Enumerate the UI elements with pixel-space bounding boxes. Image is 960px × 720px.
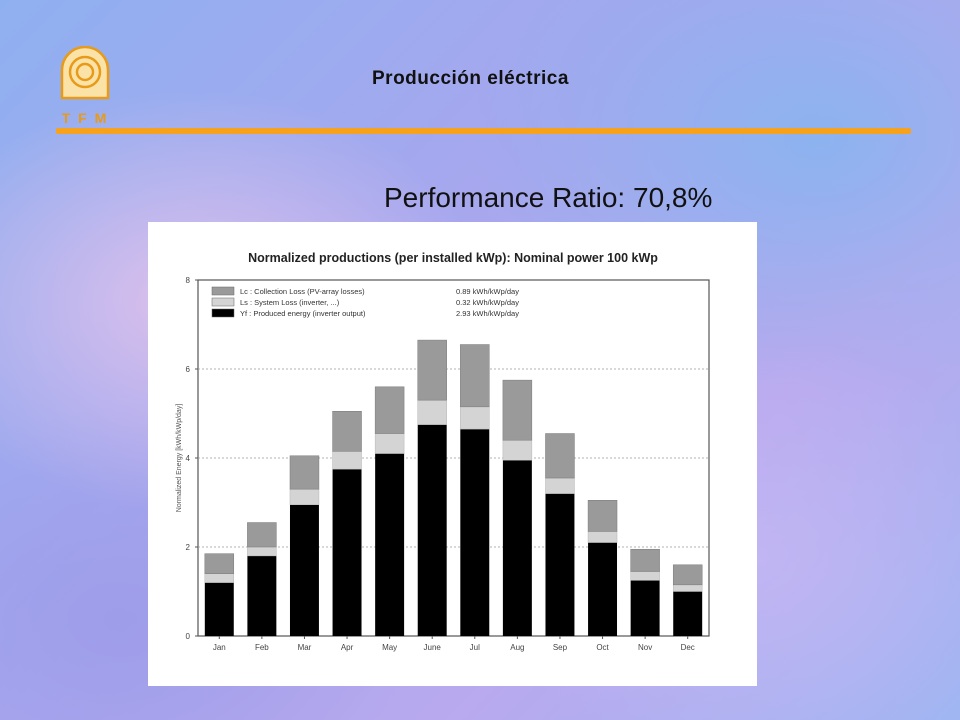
x-tick-label: May: [382, 643, 397, 652]
x-tick-label: Jul: [470, 643, 480, 652]
bar-feb-series2: [247, 522, 277, 548]
legend-label: Ls : System Loss (inverter, ...): [240, 298, 340, 307]
x-tick-label: June: [424, 643, 442, 652]
bar-aug-series2: [502, 379, 533, 441]
bar-aug-series0: [502, 460, 532, 636]
chart-image: Normalized productions (per installed kW…: [148, 222, 757, 686]
x-tick-label: Oct: [596, 643, 609, 652]
bar-may-series2: [374, 386, 405, 434]
y-tick-label: 0: [186, 632, 191, 641]
x-tick-label: Aug: [510, 643, 524, 652]
x-tick-label: Jan: [213, 643, 226, 652]
header-divider: [56, 128, 911, 134]
bar-sep-series0: [545, 493, 575, 636]
y-tick-label: 8: [186, 276, 191, 285]
bar-sep-series2: [545, 433, 575, 479]
bar-apr-series0: [332, 469, 362, 636]
bar-nov-series1: [630, 571, 660, 581]
normalized-production-chart: Normalized productions (per installed kW…: [176, 251, 710, 652]
bar-oct-series1: [587, 531, 618, 543]
legend-label: Lc : Collection Loss (PV-array losses): [240, 287, 365, 296]
bar-dec-series1: [672, 584, 703, 592]
x-tick-label: Apr: [341, 643, 354, 652]
bar-june-series1: [417, 399, 447, 425]
bar-sep-series1: [545, 477, 575, 494]
x-tick-label: Mar: [298, 643, 312, 652]
bar-oct-series2: [587, 500, 618, 532]
legend-value: 0.89 kWh/kWp/day: [456, 287, 519, 296]
bar-nov-series2: [630, 548, 660, 572]
x-tick-label: Feb: [255, 643, 269, 652]
bar-june-series2: [417, 339, 447, 401]
logo-text: T F M: [62, 110, 109, 126]
bar-apr-series2: [332, 411, 362, 452]
bar-dec-series0: [673, 591, 703, 636]
y-tick-label: 2: [186, 543, 191, 552]
bar-mar-series2: [289, 455, 320, 490]
bar-feb-series1: [247, 546, 277, 557]
bar-may-series1: [374, 433, 405, 454]
bar-jan-series1: [204, 573, 235, 583]
bar-feb-series0: [247, 555, 277, 636]
bar-jul-series1: [460, 406, 490, 430]
bar-mar-series1: [289, 488, 320, 505]
legend-value: 2.93 kWh/kWp/day: [456, 309, 519, 318]
x-tick-label: Dec: [681, 643, 695, 652]
legend-swatch: [211, 297, 235, 307]
bar-jul-series2: [460, 344, 490, 408]
bar-mar-series0: [289, 504, 319, 636]
bar-aug-series1: [502, 439, 533, 461]
bar-jul-series0: [460, 429, 490, 636]
bar-jan-series2: [204, 553, 235, 574]
bar-nov-series0: [630, 580, 660, 636]
bar-jan-series0: [204, 582, 234, 636]
y-tick-label: 4: [186, 454, 191, 463]
bar-apr-series1: [332, 451, 362, 470]
legend-label: Yf : Produced energy (inverter output): [240, 309, 366, 318]
bar-may-series0: [375, 453, 405, 636]
y-axis-label: Normalized Energy [kWh/kWp/day]: [176, 404, 183, 513]
y-tick-label: 6: [186, 365, 191, 374]
legend-swatch: [211, 308, 235, 318]
bar-june-series0: [417, 424, 447, 636]
x-tick-label: Nov: [638, 643, 652, 652]
bar-dec-series2: [672, 564, 703, 586]
page-title: Producción eléctrica: [372, 68, 569, 89]
legend-swatch: [211, 286, 235, 296]
chart-title: Normalized productions (per installed kW…: [248, 251, 658, 265]
bar-oct-series0: [588, 542, 618, 636]
tfm-logo: T F M: [60, 46, 110, 126]
x-tick-label: Sep: [553, 643, 568, 652]
performance-ratio-heading: Performance Ratio: 70,8%: [384, 182, 713, 213]
legend-value: 0.32 kWh/kWp/day: [456, 298, 519, 307]
